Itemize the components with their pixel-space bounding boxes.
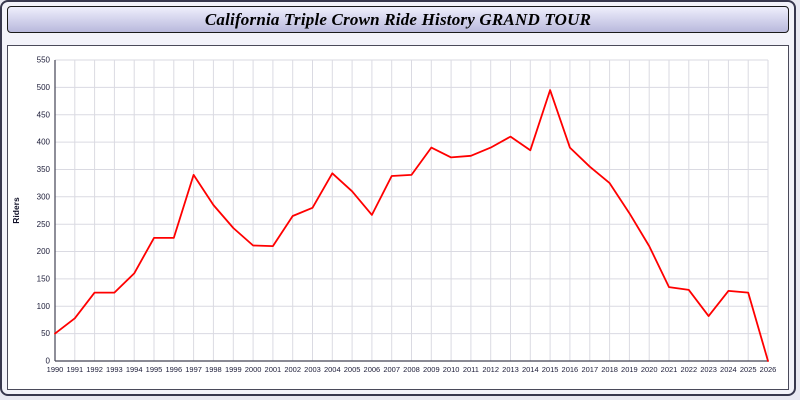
y-tick-label: 50 (41, 329, 50, 338)
x-tick-label: 2026 (760, 365, 777, 374)
x-tick-label: 2013 (502, 365, 519, 374)
x-tick-label: 2007 (383, 365, 400, 374)
data-line (54, 89, 769, 362)
x-tick-label: 2002 (284, 365, 301, 374)
x-tick-label: 2023 (700, 365, 717, 374)
y-tick-label: 0 (46, 357, 51, 366)
chart-container: 0 50 100 150 200 250 300 350 400 450 500 550 1990 199… (7, 45, 789, 390)
y-tick-label: 400 (37, 138, 51, 147)
x-tick-label: 2001 (265, 365, 282, 374)
x-tick-label: 2025 (740, 365, 757, 374)
y-tick-label: 300 (37, 192, 51, 201)
x-tick-label: 2016 (562, 365, 579, 374)
x-tick-label: 1992 (86, 365, 103, 374)
x-tick-label: 2019 (621, 365, 638, 374)
x-tick-label: 2012 (482, 365, 499, 374)
y-tick-label: 450 (37, 110, 51, 119)
x-tick-label: 1990 (47, 365, 64, 374)
x-tick-label: 2018 (601, 365, 618, 374)
y-tick-label: 350 (37, 165, 51, 174)
y-tick-label: 150 (37, 275, 51, 284)
x-tick-label: 2003 (304, 365, 321, 374)
x-tick-label: 1998 (205, 365, 222, 374)
y-tick-label: 500 (37, 83, 51, 92)
y-axis-title: Riders (11, 197, 21, 224)
x-tick-label: 2022 (680, 365, 697, 374)
x-tick-label: 2009 (423, 365, 440, 374)
x-tick-label: 1997 (185, 365, 202, 374)
page-title: California Triple Crown Ride History GRA… (204, 9, 592, 29)
x-tick-label: 1991 (66, 365, 83, 374)
x-tick-label: 2021 (661, 365, 678, 374)
x-tick-label: 2015 (542, 365, 559, 374)
x-tick-label: 2024 (720, 365, 737, 374)
x-tick-label: 1995 (146, 365, 163, 374)
x-tick-label: 2017 (581, 365, 598, 374)
x-tick-label: 2010 (443, 365, 460, 374)
y-tick-label: 550 (37, 56, 51, 65)
y-tick-label: 100 (37, 302, 51, 311)
y-tick-label: 200 (37, 247, 51, 256)
x-tick-label: 2014 (522, 365, 539, 374)
x-tick-label: 2005 (344, 365, 361, 374)
x-tick-label: 1999 (225, 365, 242, 374)
x-tick-label: 1996 (165, 365, 182, 374)
x-tick-label: 2006 (364, 365, 381, 374)
x-tick-label: 1993 (106, 365, 123, 374)
x-tick-label: 2004 (324, 365, 341, 374)
x-tick-label: 1994 (126, 365, 143, 374)
x-tick-label: 2008 (403, 365, 420, 374)
x-tick-label: 2011 (463, 365, 479, 374)
x-tick-label: 2020 (641, 365, 658, 374)
y-tick-label: 250 (37, 220, 51, 229)
title-bar: California Triple Crown Ride History GRA… (7, 6, 789, 33)
x-tick-label: 2000 (245, 365, 262, 374)
